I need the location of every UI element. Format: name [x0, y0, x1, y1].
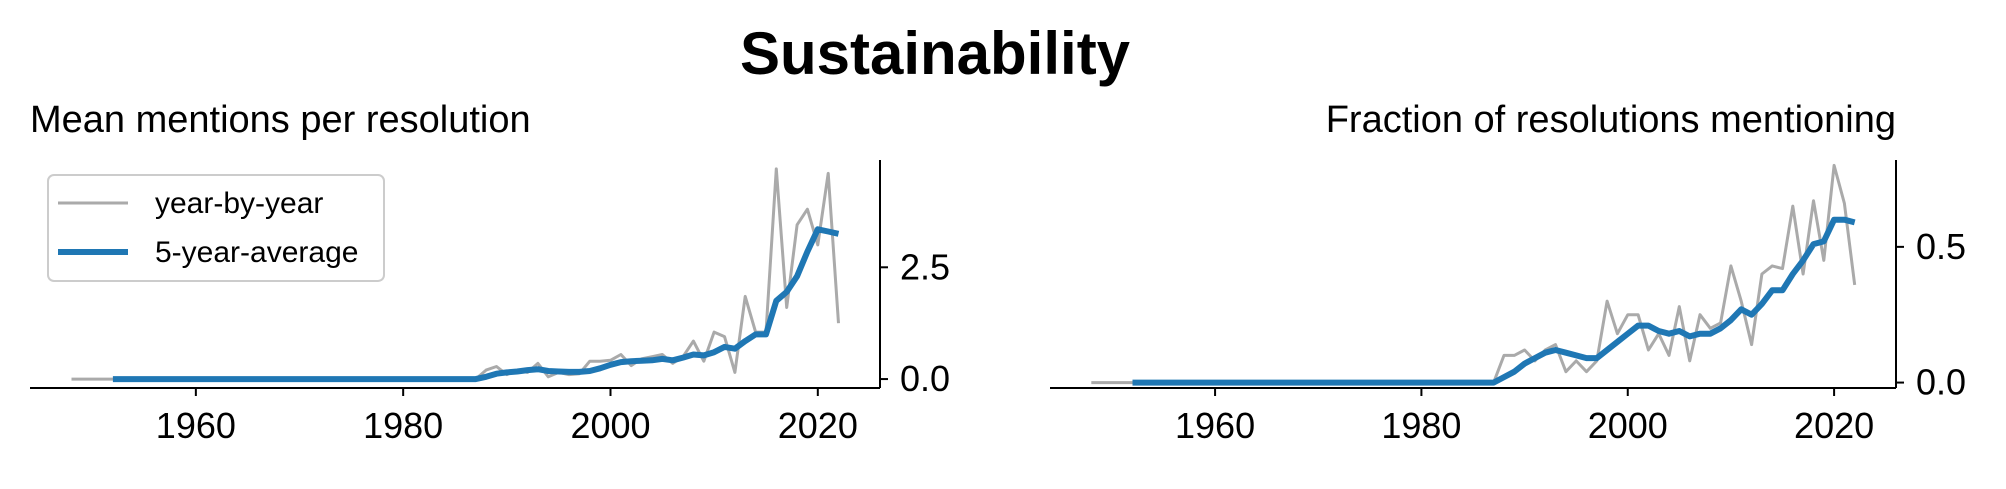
panel-title: Mean mentions per resolution [30, 99, 531, 141]
x-tick-label: 2020 [778, 405, 858, 446]
panel-fraction-mentioning: Fraction of resolutions mentioning 1960 1… [1050, 99, 1966, 446]
x-tick-label: 1960 [156, 405, 236, 446]
legend: year-by-year 5-year-average [47, 174, 385, 282]
series-year-by-year [1091, 163, 1857, 385]
x-tick-label: 2000 [1588, 405, 1668, 446]
legend-label-5-year-average: 5-year-average [155, 236, 358, 269]
x-tick-label: 1980 [363, 405, 443, 446]
figure-title: Sustainability [740, 20, 1131, 87]
x-tick-label: 2020 [1794, 405, 1874, 446]
series-5-year-average [112, 226, 840, 383]
y-tick-label: 0.0 [900, 358, 950, 399]
y-tick-label: 0.0 [1916, 362, 1966, 403]
series-year-by-year [71, 167, 840, 381]
series-5-year-average [1132, 216, 1856, 386]
x-tick-label: 1980 [1381, 405, 1461, 446]
panel-mean-mentions: Mean mentions per resolution 1960 1980 200… [30, 99, 950, 446]
x-tick-label: 2000 [570, 405, 650, 446]
panel-title: Fraction of resolutions mentioning [1326, 99, 1896, 141]
legend-frame [47, 174, 385, 282]
legend-label-year-by-year: year-by-year [155, 187, 323, 220]
x-tick-label: 1960 [1175, 405, 1255, 446]
y-tick-label: 2.5 [900, 246, 950, 287]
y-tick-label: 0.5 [1916, 226, 1966, 267]
